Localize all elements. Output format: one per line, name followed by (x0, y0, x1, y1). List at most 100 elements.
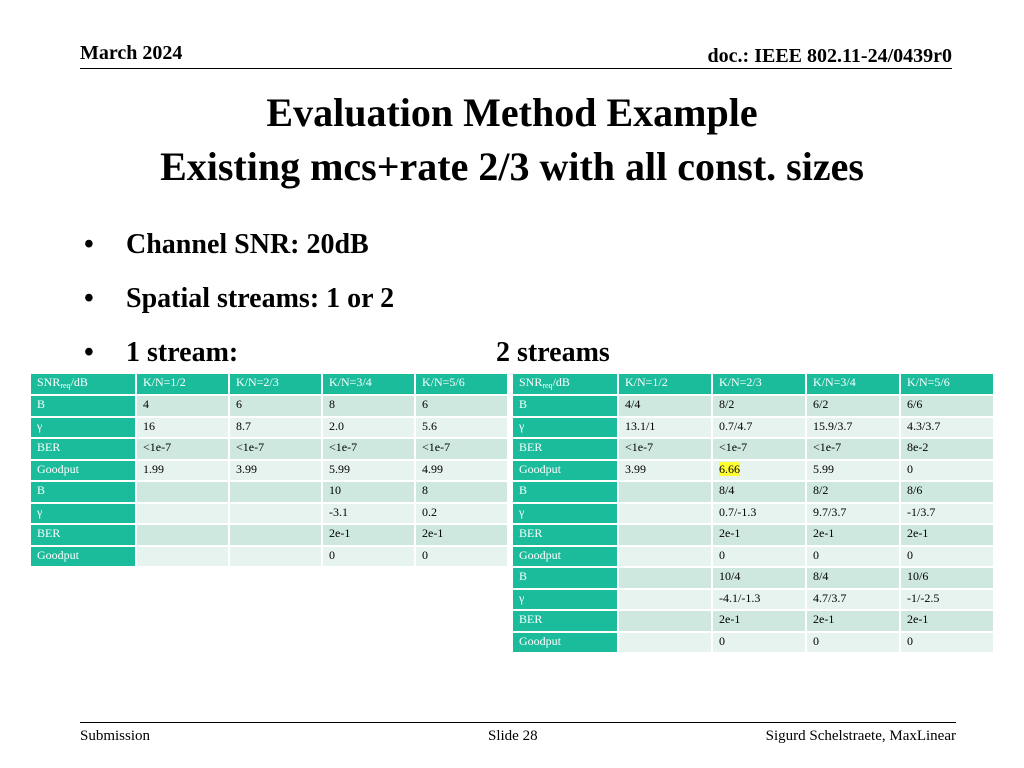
cell-value: 8e-2 (907, 440, 929, 454)
cell-value: 13.1/1 (625, 418, 656, 433)
cell-value: <1e-7 (143, 440, 172, 454)
cell-value: -1/3.7 (907, 504, 936, 519)
table-row: BER 2e-1 2e-1 (30, 524, 508, 546)
row-label: BER (30, 524, 136, 546)
cell-value: 2.0 (329, 418, 344, 433)
slide-title-line-1: Evaluation Method Example (266, 90, 758, 135)
table-row: B 4/4 8/2 6/2 6/6 (512, 395, 994, 417)
table-cell: 8 (322, 395, 415, 417)
table-cell: <1e-7 (229, 438, 322, 460)
table-two-streams: SNRreq/dB K/N=1/2 K/N=2/3 K/N=3/4 K/N=5/6 B 4/… (512, 373, 994, 653)
cell-value: 2e-1 (719, 526, 741, 540)
row-label: B (30, 395, 136, 417)
table-cell: <1e-7 (415, 438, 508, 460)
table-cell: 0 (900, 459, 994, 481)
table-cell: 8/2 (712, 395, 806, 417)
cell-value: 16 (143, 418, 155, 433)
cell-value: 0 (813, 633, 819, 648)
header-cell: K/N=5/6 (415, 373, 508, 395)
cell-value: 0 (907, 633, 913, 648)
table-cell (136, 502, 229, 524)
table-cell: 9.7/3.7 (806, 502, 900, 524)
snr-text: SNR (519, 375, 543, 389)
table-row: BER <1e-7 <1e-7 <1e-7 8e-2 (512, 438, 994, 460)
cell-value: 10/6 (907, 569, 929, 583)
cell-value: 2e-1 (907, 526, 929, 540)
header-cell: K/N=5/6 (900, 373, 994, 395)
row-label: Goodput (512, 459, 618, 481)
row-label: γ (512, 588, 618, 610)
table-cell: -1/-2.5 (900, 588, 994, 610)
table-cell: 4.3/3.7 (900, 416, 994, 438)
cell-value: 0 (422, 547, 428, 562)
table-cell (136, 524, 229, 546)
table-cell: 6 (415, 395, 508, 417)
slide-title: Evaluation Method Example Existing mcs+r… (0, 86, 1024, 194)
table-cell: 0 (900, 545, 994, 567)
cell-value: 6/2 (813, 397, 829, 411)
cell-value: 8 (422, 483, 428, 497)
table-cell (618, 545, 712, 567)
cell-value: 0 (813, 547, 819, 562)
cell-value: 8/2 (719, 397, 735, 411)
cell-value: 10 (329, 483, 341, 497)
table-cell: -4.1/-1.3 (712, 588, 806, 610)
row-label: B (512, 395, 618, 417)
table-cell: 2.0 (322, 416, 415, 438)
bullet-text: Spatial streams: 1 or 2 (126, 283, 395, 314)
table-cell: 0.2 (415, 502, 508, 524)
table-cell: 0.7/4.7 (712, 416, 806, 438)
table-cell: 2e-1 (322, 524, 415, 546)
cell-value: 2e-1 (719, 612, 741, 626)
table-row: Goodput 3.99 6.66 5.99 0 (512, 459, 994, 481)
table-cell (618, 588, 712, 610)
table-cell: 16 (136, 416, 229, 438)
cell-value: 8.7 (236, 418, 251, 433)
table-cell (618, 631, 712, 653)
footer-slide-number: Slide 28 (488, 728, 538, 744)
cell-value: 8/2 (813, 483, 829, 497)
header-cell-snr: SNRreq/dB (512, 373, 618, 395)
bullet-dot: • (84, 337, 94, 368)
snr-subscript: req (542, 381, 553, 390)
row-label: Goodput (30, 459, 136, 481)
table-cell: 1.99 (136, 459, 229, 481)
table-row: Goodput 0 0 0 (512, 631, 994, 653)
highlighted-value: 6.66 (719, 461, 740, 476)
table-cell: 8/4 (712, 481, 806, 503)
cell-value: 4.7/3.7 (813, 590, 847, 605)
table-cell (229, 502, 322, 524)
table-cell: 2e-1 (415, 524, 508, 546)
table-cell: 2e-1 (900, 610, 994, 632)
cell-value: 4.99 (422, 461, 443, 476)
cell-value: 8/4 (813, 569, 829, 583)
footer-submission: Submission (80, 728, 151, 744)
cell-value: <1e-7 (813, 440, 842, 454)
table-cell: 6 (229, 395, 322, 417)
table-cell: 6/2 (806, 395, 900, 417)
bullet-dot: • (84, 229, 94, 260)
table-cell: <1e-7 (806, 438, 900, 460)
row-label: B (30, 481, 136, 503)
cell-value: 10/4 (719, 569, 741, 583)
cell-value: <1e-7 (236, 440, 265, 454)
table-cell (618, 524, 712, 546)
table-cell: 4/4 (618, 395, 712, 417)
table-cell (618, 502, 712, 524)
table-row: BER 2e-1 2e-1 2e-1 (512, 610, 994, 632)
table-cell: 8/2 (806, 481, 900, 503)
table-header-row: SNRreq/dB K/N=1/2 K/N=2/3 K/N=3/4 K/N=5/6 (512, 373, 994, 395)
cell-value: 0 (329, 547, 335, 562)
table-cell: 2e-1 (712, 610, 806, 632)
cell-value: 6 (422, 397, 428, 411)
table-row: Goodput 1.99 3.99 5.99 4.99 (30, 459, 508, 481)
cell-value: 2e-1 (329, 526, 351, 540)
cell-value: 8/4 (719, 483, 735, 497)
snr-unit: /dB (70, 375, 88, 389)
cell-value: 2e-1 (813, 612, 835, 626)
table-cell: 4.99 (415, 459, 508, 481)
table-cell: 13.1/1 (618, 416, 712, 438)
table-cell: 0 (415, 545, 508, 567)
table-cell: 10/4 (712, 567, 806, 589)
